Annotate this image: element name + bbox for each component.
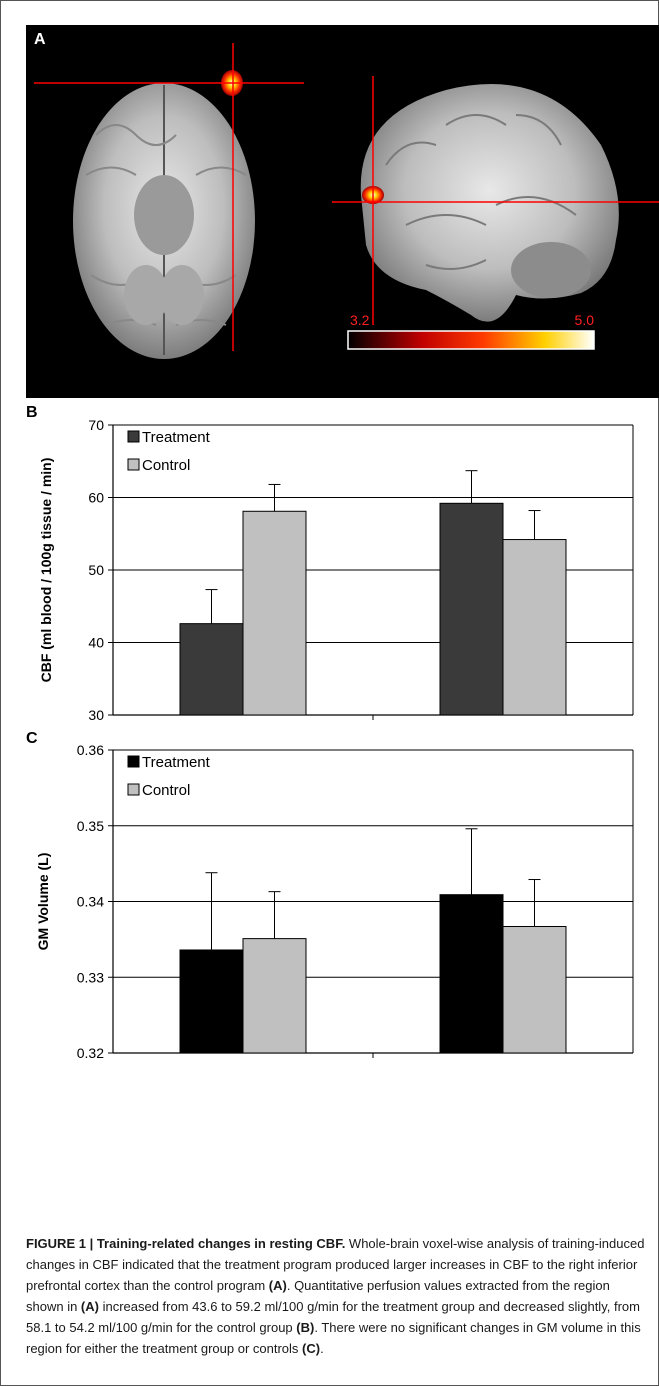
sagittal-brain-slice — [361, 84, 619, 322]
legend-label-control: Control — [142, 782, 190, 799]
panel-label: C — [26, 730, 38, 747]
caption-ref-a2: (A) — [81, 1299, 99, 1314]
y-tick-label: 70 — [88, 417, 104, 433]
y-axis-label: CBF (ml blood / 100g tissue / min) — [38, 458, 54, 683]
caption-ref-b: (B) — [296, 1320, 314, 1335]
panel-label: B — [26, 404, 38, 421]
brain-images: 3.2 5.0 — [26, 25, 659, 398]
caption-ref-c: (C) — [302, 1341, 320, 1356]
bar-control-1 — [503, 926, 566, 1053]
y-tick-label: 0.32 — [77, 1045, 104, 1058]
bar-control-0 — [243, 511, 306, 715]
bar-treatment-1 — [440, 503, 503, 715]
colorbar-max-label: 5.0 — [575, 312, 595, 328]
y-axis-label: GM Volume (L) — [35, 853, 51, 951]
colorbar-min-label: 3.2 — [350, 312, 370, 328]
bar-control-0 — [243, 939, 306, 1053]
bar-treatment-0 — [180, 950, 243, 1053]
caption-ref-a: (A) — [269, 1278, 287, 1293]
y-tick-label: 0.35 — [77, 818, 104, 834]
caption-text-5: . — [320, 1341, 324, 1356]
legend-swatch-control — [128, 784, 139, 795]
y-tick-label: 40 — [88, 635, 104, 651]
panel-a-brain-images: A — [26, 25, 659, 398]
panel-a-label: A — [34, 31, 46, 49]
caption-title: FIGURE 1 | Training-related changes in r… — [26, 1236, 345, 1251]
legend-label-treatment: Treatment — [142, 429, 211, 446]
figure-caption: FIGURE 1 | Training-related changes in r… — [26, 1233, 650, 1359]
bar-control-1 — [503, 540, 566, 715]
y-tick-label: 30 — [88, 707, 104, 723]
y-tick-label: 0.34 — [77, 894, 104, 910]
legend-swatch-control — [128, 459, 139, 470]
y-tick-label: 0.33 — [77, 969, 104, 985]
legend-swatch-treatment — [128, 756, 139, 767]
y-tick-label: 60 — [88, 490, 104, 506]
bar-treatment-0 — [180, 624, 243, 715]
y-tick-label: 0.36 — [77, 742, 104, 758]
legend-swatch-treatment — [128, 431, 139, 442]
legend-label-control: Control — [142, 457, 190, 474]
chart-b-cbf: B3040506070Pre-TrainingPost-TrainingTrea… — [0, 398, 659, 728]
y-tick-label: 50 — [88, 562, 104, 578]
bar-treatment-1 — [440, 895, 503, 1053]
axial-brain-slice — [73, 83, 255, 359]
chart-c-gm-volume: C0.320.330.340.350.36Pre-TrainingPost-Tr… — [0, 728, 659, 1058]
legend-label-treatment: Treatment — [142, 754, 211, 771]
colorbar — [348, 331, 594, 349]
